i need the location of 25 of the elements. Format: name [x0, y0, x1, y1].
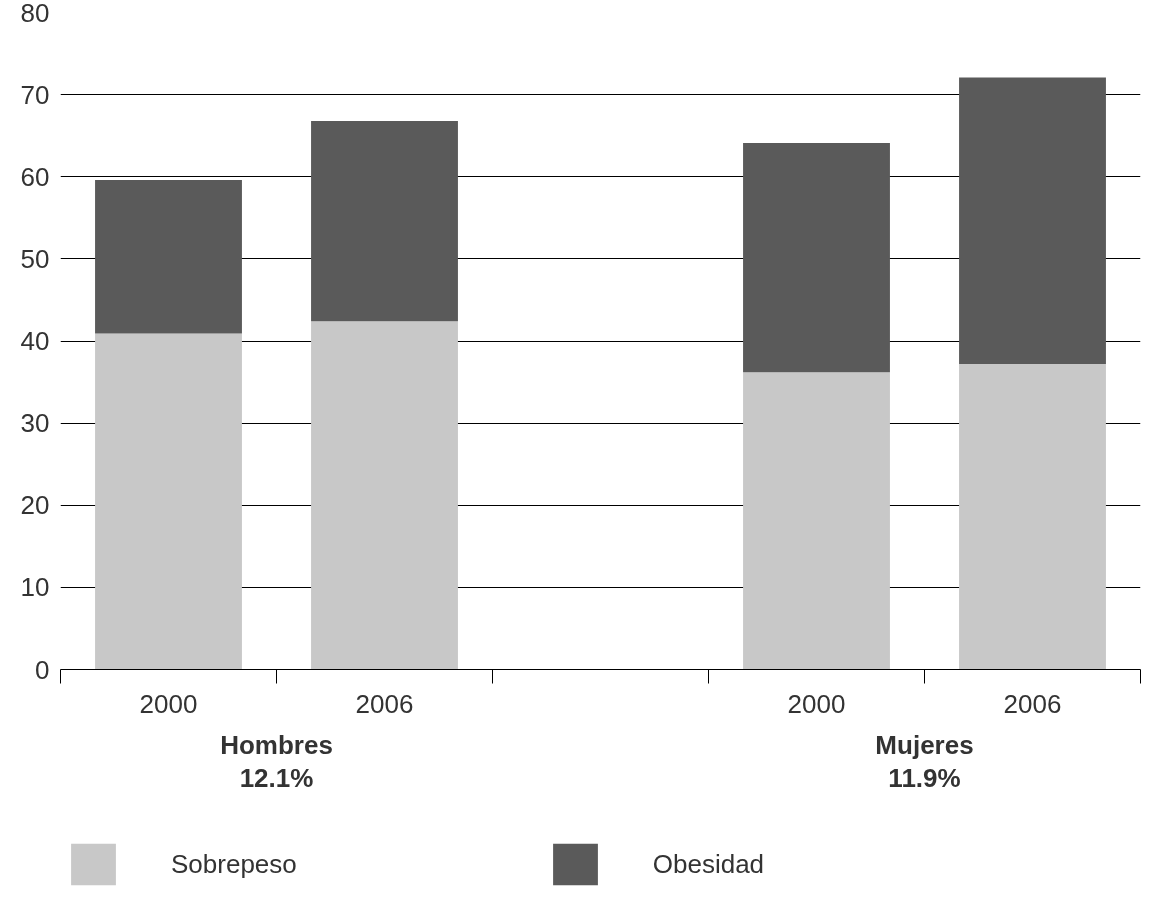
y-tick-label: 20	[20, 490, 50, 521]
x-tick-label: 2000	[139, 688, 198, 719]
y-tick-label: 0	[35, 654, 50, 685]
y-tick-label: 10	[20, 572, 50, 603]
y-tick-label: 30	[20, 408, 50, 439]
bar	[95, 180, 242, 334]
bar	[311, 120, 458, 322]
bar	[95, 333, 242, 670]
bar	[743, 372, 890, 670]
y-tick-label: 80	[20, 0, 50, 28]
bar	[743, 143, 890, 373]
y-tick-label: 50	[20, 243, 50, 274]
y-tick-label: 70	[20, 79, 50, 110]
legend-label: Obesidad	[652, 848, 765, 880]
legend-label: Sobrepeso	[171, 848, 297, 880]
x-tick-label: 2006	[1003, 688, 1062, 719]
bar	[959, 77, 1106, 364]
y-tick-label: 40	[20, 326, 50, 356]
text: Hombres 12.1%	[220, 729, 333, 793]
x-tick-label: 2006	[355, 688, 414, 719]
bar	[311, 321, 458, 670]
x-tick-label: 2000	[787, 688, 846, 719]
bar	[959, 363, 1106, 670]
y-tick-label: 60	[20, 161, 50, 192]
text: Mujeres 11.9%	[875, 729, 974, 793]
